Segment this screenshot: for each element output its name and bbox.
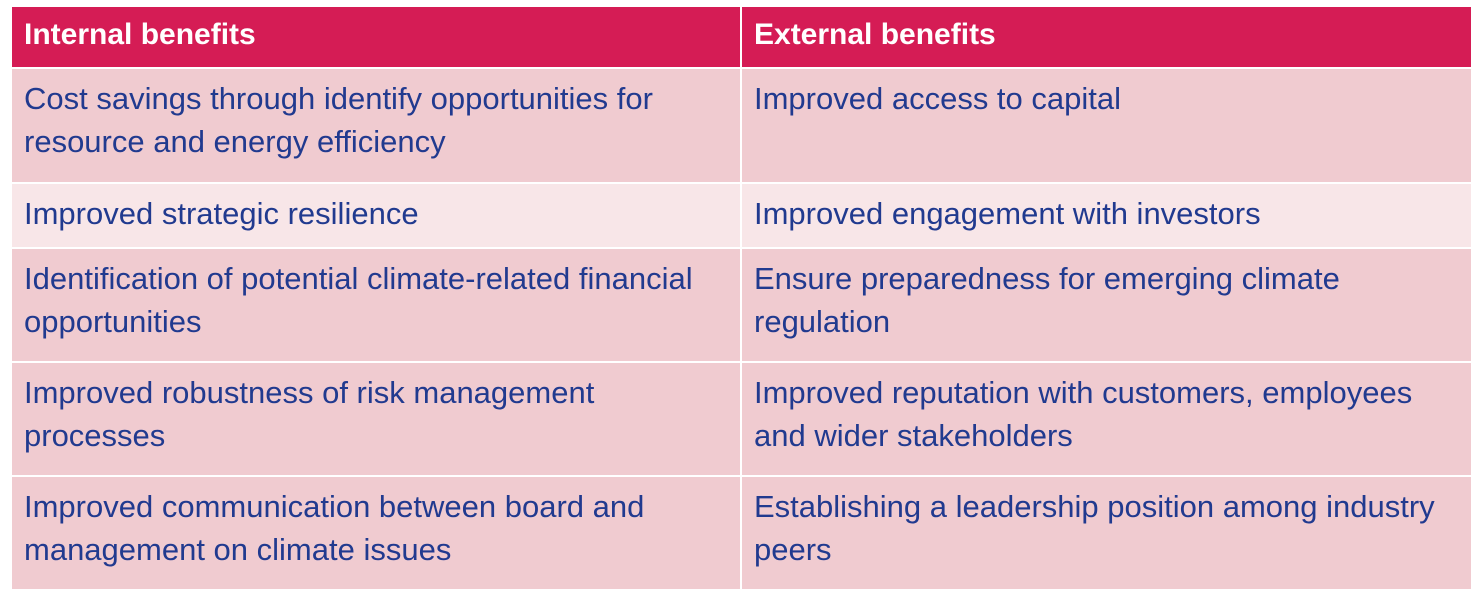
table-header-row: Internal benefits External benefits	[10, 5, 1473, 69]
internal-benefit-cell: Improved strategic resilience	[10, 182, 742, 249]
external-benefit-cell: Improved engagement with investors	[740, 182, 1473, 249]
table-row: Improved strategic resilience Improved e…	[10, 182, 1473, 249]
table-row: Improved robustness of risk management p…	[10, 361, 1473, 477]
internal-benefit-cell: Identification of potential climate-rela…	[10, 247, 742, 363]
header-internal-benefits: Internal benefits	[10, 5, 742, 69]
external-benefit-cell: Establishing a leadership position among…	[740, 475, 1473, 591]
table-row: Cost savings through identify opportunit…	[10, 67, 1473, 184]
external-benefit-cell: Ensure preparedness for emerging climate…	[740, 247, 1473, 363]
table-row: Improved communication between board and…	[10, 475, 1473, 591]
table-row: Identification of potential climate-rela…	[10, 247, 1473, 363]
internal-benefit-cell: Improved robustness of risk management p…	[10, 361, 742, 477]
header-external-benefits: External benefits	[740, 5, 1473, 69]
internal-benefit-cell: Improved communication between board and…	[10, 475, 742, 591]
benefits-table-container: Internal benefits External benefits Cost…	[10, 5, 1473, 591]
external-benefit-cell: Improved access to capital	[740, 67, 1473, 184]
external-benefit-cell: Improved reputation with customers, empl…	[740, 361, 1473, 477]
benefits-table: Internal benefits External benefits Cost…	[10, 5, 1473, 591]
internal-benefit-cell: Cost savings through identify opportunit…	[10, 67, 742, 184]
